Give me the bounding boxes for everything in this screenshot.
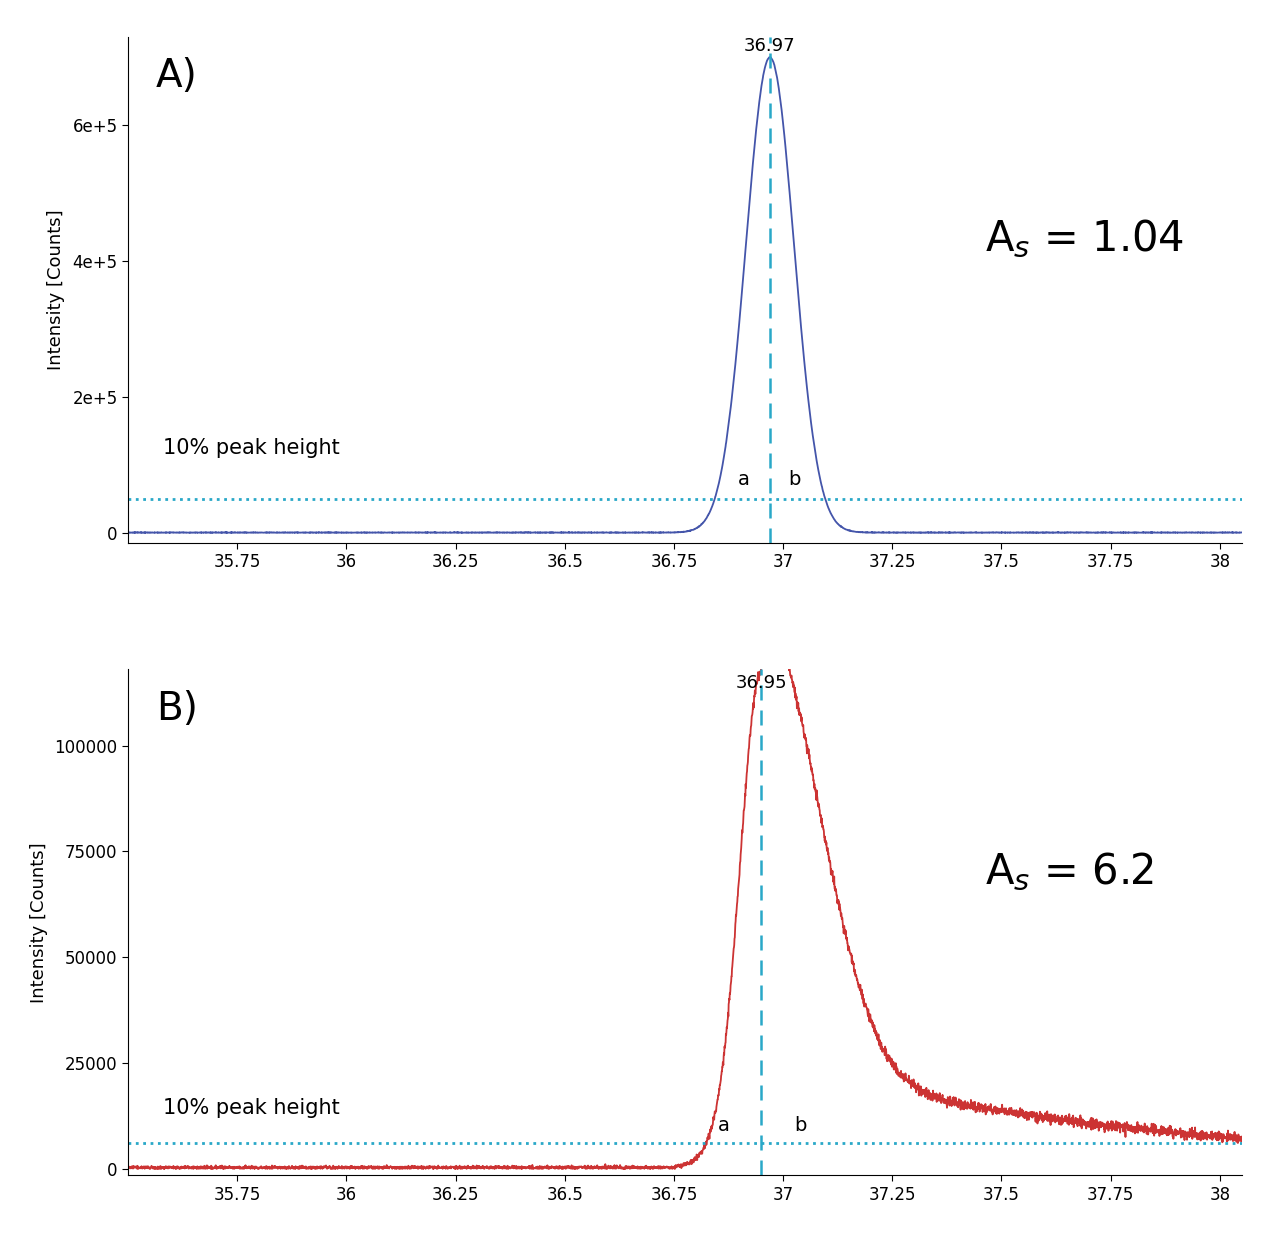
Text: A$_s$ = 6.2: A$_s$ = 6.2 (986, 851, 1153, 893)
Text: b: b (787, 470, 800, 489)
Text: A$_s$ = 1.04: A$_s$ = 1.04 (986, 218, 1184, 261)
Text: a: a (718, 1116, 730, 1134)
Text: B): B) (156, 689, 197, 727)
Text: 36.95: 36.95 (736, 674, 787, 693)
Text: A): A) (156, 57, 197, 95)
Text: 10% peak height: 10% peak height (163, 1098, 339, 1118)
Text: a: a (737, 470, 750, 489)
Text: b: b (795, 1116, 806, 1134)
Text: 10% peak height: 10% peak height (163, 438, 339, 458)
Y-axis label: Intensity [Counts]: Intensity [Counts] (29, 842, 47, 1002)
Text: 36.97: 36.97 (744, 37, 796, 56)
Y-axis label: Intensity [Counts]: Intensity [Counts] (47, 210, 65, 370)
